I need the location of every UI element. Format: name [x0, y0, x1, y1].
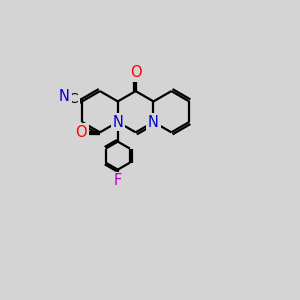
- Text: N: N: [148, 115, 159, 130]
- Text: O: O: [130, 65, 142, 80]
- Text: N: N: [59, 88, 70, 104]
- Text: C: C: [68, 92, 78, 106]
- Text: N: N: [112, 115, 123, 130]
- Text: F: F: [114, 173, 122, 188]
- Text: O: O: [76, 125, 87, 140]
